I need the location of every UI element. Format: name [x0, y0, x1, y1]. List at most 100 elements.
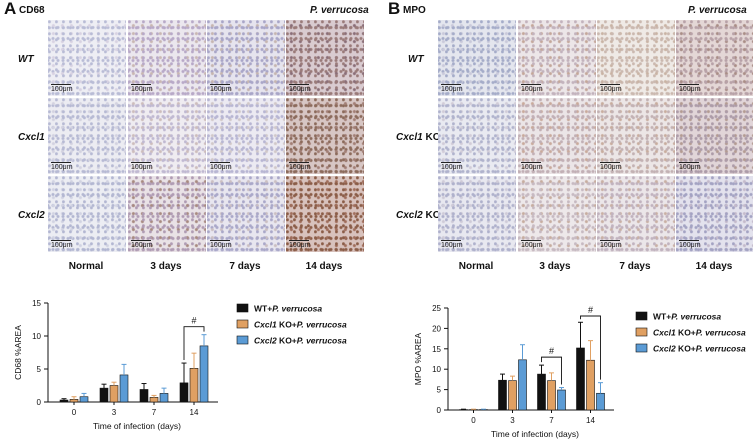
legend-label: WT+P. verrucosa: [653, 312, 721, 322]
scale-bar-label: 100μm: [521, 242, 543, 249]
scale-bar-label: 100μm: [51, 86, 73, 93]
panel-b-row-label-cxcl2: Cxcl2 KO: [396, 210, 441, 221]
scale-bar: [441, 84, 461, 85]
significance-bracket: [580, 315, 601, 380]
legend-label: WT+P. verrucosa: [254, 304, 322, 314]
scale-bar: [51, 240, 71, 241]
scale-bar-label: 100μm: [600, 242, 622, 249]
x-tick-label: 14: [190, 408, 199, 417]
micrograph-tile: 100μm: [128, 98, 206, 174]
scale-bar: [289, 240, 309, 241]
significance-bracket: [541, 356, 562, 385]
bar-wt: [139, 389, 149, 403]
scale-bar-label: 100μm: [521, 164, 543, 171]
bar-cxcl2-ko: [199, 345, 209, 403]
micrograph-tile: 100μm: [438, 98, 516, 174]
scale-bar: [600, 162, 620, 163]
scale-bar-label: 100μm: [441, 86, 463, 93]
micrograph-tile: 100μm: [518, 176, 596, 252]
scale-bar: [679, 162, 699, 163]
x-axis-label: Time of infection (days): [491, 429, 579, 439]
legend-label: Cxcl2 KO+P. verrucosa: [254, 336, 347, 346]
x-axis-label: Time of infection (days): [93, 421, 181, 431]
micrograph-tile: 100μm: [207, 176, 285, 252]
scale-bar-label: 100μm: [441, 242, 463, 249]
scale-bar: [441, 240, 461, 241]
y-axis-label: CD68 %AREA: [13, 325, 23, 380]
bar-cxcl2-ko: [79, 396, 89, 403]
scale-bar-label: 100μm: [210, 86, 232, 93]
scale-bar: [51, 162, 71, 163]
cd68-bar-chart: 0 5 10 15 CD68 %AREA 0 3 7 14 Time of infection (…: [13, 299, 347, 431]
significance-marker: #: [588, 305, 593, 315]
micrograph-tile: 100μm: [48, 176, 126, 252]
scale-bar: [131, 84, 151, 85]
scale-bar-label: 100μm: [210, 242, 232, 249]
scale-bar-label: 100μm: [210, 164, 232, 171]
bar-cxcl1-ko: [109, 385, 119, 403]
y-tick-label: 0: [37, 398, 42, 407]
panel-b-row-label-cxcl1: Cxcl1 KO: [396, 132, 441, 143]
scale-bar-label: 100μm: [600, 164, 622, 171]
x-tick-label: 7: [549, 416, 554, 425]
micrograph-tile: 100μm: [48, 98, 126, 174]
legend-swatch: [635, 327, 648, 337]
y-tick-label: 0: [437, 406, 442, 415]
bar-cxcl2-ko: [518, 359, 527, 411]
bar-wt: [99, 387, 109, 403]
micrograph-tile: 100μm: [48, 20, 126, 96]
scale-bar-label: 100μm: [51, 242, 73, 249]
micrograph-tile: 100μm: [286, 20, 364, 96]
panel-a-stain-label: CD68: [19, 5, 45, 16]
x-tick-label: 0: [72, 408, 77, 417]
micrograph-tile: 100μm: [286, 98, 364, 174]
x-tick-label: 7: [152, 408, 157, 417]
micrograph-tile: 100μm: [207, 98, 285, 174]
x-tick-label: 0: [471, 416, 476, 425]
micrograph-tile: 100μm: [597, 176, 675, 252]
y-tick-label: 10: [32, 332, 41, 341]
panel-a-col-label-14-days: 14 days: [305, 261, 343, 272]
significance-marker: #: [549, 346, 554, 356]
micrograph-tile: 100μm: [438, 20, 516, 96]
legend-swatch: [236, 319, 249, 329]
bar-cxcl1-ko: [586, 359, 595, 411]
panel-b-col-label-normal: Normal: [458, 261, 494, 272]
mpo-bar-chart: 0 5 10 15 20 25 MPO %AREA 0 3 7 14 Time of infectio…: [413, 304, 746, 439]
bar-cxcl1-ko: [508, 380, 517, 411]
significance-marker: #: [191, 316, 196, 326]
scale-bar-label: 100μm: [521, 86, 543, 93]
significance-bracket: [183, 326, 205, 361]
scale-bar-label: 100μm: [131, 242, 153, 249]
legend-swatch: [635, 311, 648, 321]
bar-cxcl1-ko: [149, 397, 159, 403]
scale-bar-label: 100μm: [289, 242, 311, 249]
scale-bar: [210, 162, 230, 163]
micrograph-tile: 100μm: [438, 176, 516, 252]
panel-a-col-label-normal: Normal: [68, 261, 104, 272]
panel-b-stain-label: MPO: [403, 5, 426, 16]
y-tick-label: 5: [437, 386, 442, 395]
bar-cxcl1-ko: [189, 368, 199, 403]
scale-bar: [679, 84, 699, 85]
bar-cxcl2-ko: [119, 374, 129, 403]
micrograph-tile: 100μm: [128, 20, 206, 96]
bar-cxcl2-ko: [596, 392, 605, 411]
legend-swatch: [236, 335, 249, 345]
panel-a-col-label-3-days: 3 days: [150, 261, 182, 272]
scale-bar-label: 100μm: [131, 86, 153, 93]
scale-bar-label: 100μm: [289, 86, 311, 93]
bar-wt: [498, 379, 507, 411]
bar-wt: [576, 347, 585, 411]
panel-a-organism-label: P. verrucosa: [310, 5, 369, 16]
bar-wt: [537, 373, 546, 411]
micrograph-tile: 100μm: [676, 20, 753, 96]
scale-bar: [600, 84, 620, 85]
scale-bar: [521, 240, 541, 241]
scale-bar: [289, 162, 309, 163]
micrograph-tile: 100μm: [518, 98, 596, 174]
legend-label: Cxcl2 KO+P. verrucosa: [653, 344, 746, 354]
bar-cxcl2-ko: [557, 389, 566, 411]
scale-bar: [131, 240, 151, 241]
panel-b-col-label-7-days: 7 days: [619, 261, 651, 272]
